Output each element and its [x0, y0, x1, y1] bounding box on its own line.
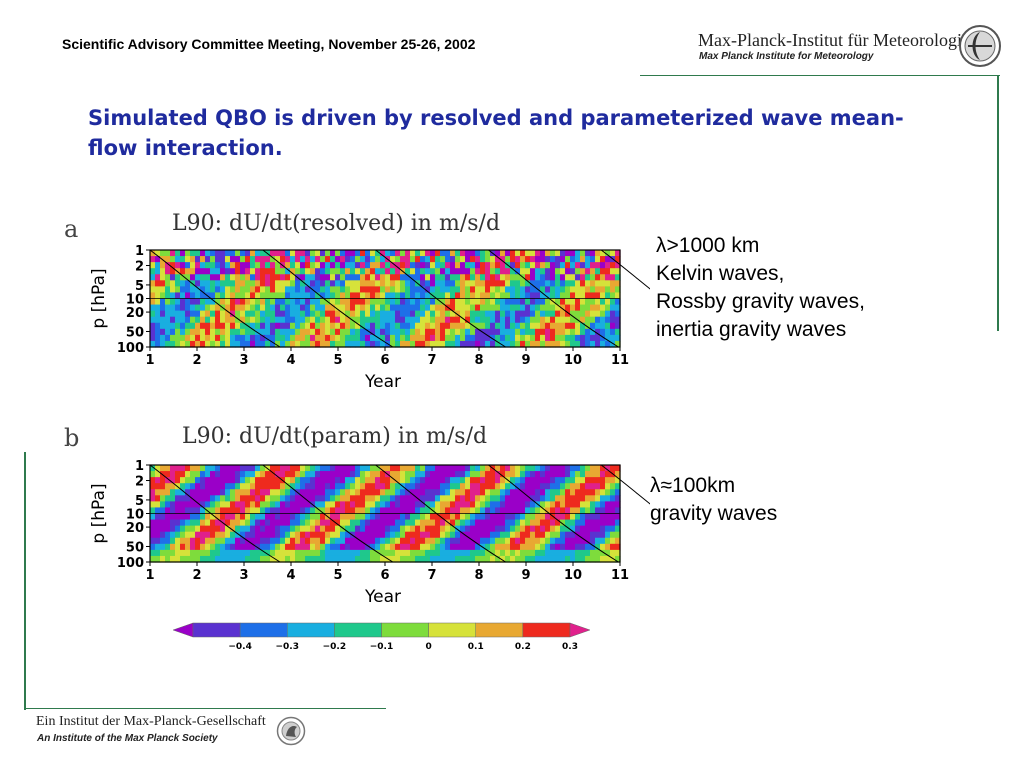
y-tick-label: 10	[126, 508, 144, 523]
colorbar-swatch	[522, 622, 571, 638]
x-tick-label: 3	[239, 353, 248, 368]
x-tick-label: 5	[333, 353, 342, 368]
y-tick-label: 20	[126, 521, 144, 536]
right-rule	[997, 75, 999, 331]
param-notes: λ≈100km gravity waves	[650, 472, 777, 528]
y-tick-label: 5	[135, 279, 144, 294]
y-tick-label: 2	[135, 475, 144, 490]
header-rule	[640, 75, 1000, 76]
x-tick-label: 2	[192, 568, 201, 583]
y-axis-label: p [hPa]	[89, 483, 109, 543]
x-tick-label: 9	[521, 353, 530, 368]
colorbar-swatch	[475, 622, 524, 638]
x-tick-label: 3	[239, 568, 248, 583]
x-tick-label: 1	[145, 353, 154, 368]
note-inertia: inertia gravity waves	[656, 318, 847, 341]
y-tick-label: 50	[126, 325, 144, 340]
note-wavelength-large: λ>1000 km	[656, 234, 760, 257]
y-tick-label: 5	[135, 494, 144, 509]
note-kelvin: Kelvin waves,	[656, 262, 785, 285]
colorbar-swatch	[428, 622, 476, 638]
slide-title: Simulated QBO is driven by resolved and …	[88, 106, 904, 160]
colorbar-swatch	[287, 622, 335, 638]
institute-name: Max-Planck-Institut für Meteorologie	[698, 30, 970, 50]
colorbar-swatch	[192, 622, 241, 638]
x-tick-label: 1	[145, 568, 154, 583]
panel-a-title: L90: dU/dt(resolved) in m/s/d	[172, 211, 501, 236]
colorbar-label: −0.1	[370, 642, 393, 652]
panel-b: b L90: dU/dt(param) in m/s/d 1 2 3 4 5 6 7 8 9 10…	[60, 420, 650, 610]
x-tick-label: 7	[427, 568, 436, 583]
meeting-title: Scientific Advisory Committee Meeting, N…	[62, 36, 476, 52]
panel-letter-b: b	[64, 424, 80, 452]
x-axis-label: Year	[364, 372, 401, 392]
x-tick-label: 11	[611, 353, 629, 368]
colorbar-label: 0	[425, 642, 431, 652]
x-tick-label: 4	[286, 353, 295, 368]
x-tick-label: 10	[564, 568, 582, 583]
colorbar-label: −0.4	[228, 642, 251, 652]
x-axis-label: Year	[364, 587, 401, 607]
x-tick-label: 6	[380, 353, 389, 368]
colorbar-label: 0.2	[515, 642, 531, 652]
colorbar-label: 0.3	[562, 642, 578, 652]
colorbar: −0.4−0.3−0.2−0.100.10.20.30.4	[172, 622, 591, 652]
colorbar-label: −0.2	[323, 642, 346, 652]
y-tick-label: 20	[126, 306, 144, 321]
colorbar-swatch	[334, 622, 382, 638]
note-wavelength-small: λ≈100km	[650, 474, 736, 497]
left-rule	[24, 452, 26, 710]
x-tick-label: 4	[286, 568, 295, 583]
x-tick-label: 2	[192, 353, 201, 368]
colorbar-label: −0.3	[276, 642, 299, 652]
y-tick-label: 10	[126, 293, 144, 308]
y-axis-label: p [hPa]	[89, 268, 109, 328]
panel-b-title: L90: dU/dt(param) in m/s/d	[182, 424, 488, 449]
y-tick-label: 100	[117, 341, 144, 356]
mpi-meteorology-logo-icon	[959, 25, 1001, 67]
colorbar-swatch	[381, 622, 429, 638]
y-tick-label: 1	[135, 244, 144, 259]
y-tick-label: 2	[135, 260, 144, 275]
panel-letter-a: a	[64, 215, 79, 243]
footer-line-2: An Institute of the Max Planck Society	[37, 733, 218, 744]
x-tick-label: 8	[474, 568, 483, 583]
minerva-logo-icon	[276, 716, 306, 746]
note-rossby: Rossby gravity waves,	[656, 290, 865, 313]
x-tick-label: 8	[474, 353, 483, 368]
y-tick-label: 100	[117, 556, 144, 571]
y-tick-label: 50	[126, 540, 144, 555]
colorbar-swatch	[569, 622, 591, 638]
x-tick-label: 9	[521, 568, 530, 583]
x-tick-label: 10	[564, 353, 582, 368]
footer-line-1: Ein Institut der Max-Planck-Gesellschaft	[36, 714, 266, 729]
colorbar-swatch	[239, 622, 288, 638]
x-tick-label: 7	[427, 353, 436, 368]
note-gravity: gravity waves	[650, 502, 778, 525]
resolved-notes: λ>1000 km Kelvin waves, Rossby gravity w…	[656, 232, 865, 344]
x-tick-label: 6	[380, 568, 389, 583]
x-tick-label: 11	[611, 568, 629, 583]
y-tick-label: 1	[135, 459, 144, 474]
footer-rule	[24, 708, 386, 709]
colorbar-swatch	[172, 622, 194, 638]
x-tick-label: 5	[333, 568, 342, 583]
colorbar-label: 0.1	[468, 642, 484, 652]
institute-subtitle: Max Planck Institute for Meteorology	[699, 51, 874, 62]
